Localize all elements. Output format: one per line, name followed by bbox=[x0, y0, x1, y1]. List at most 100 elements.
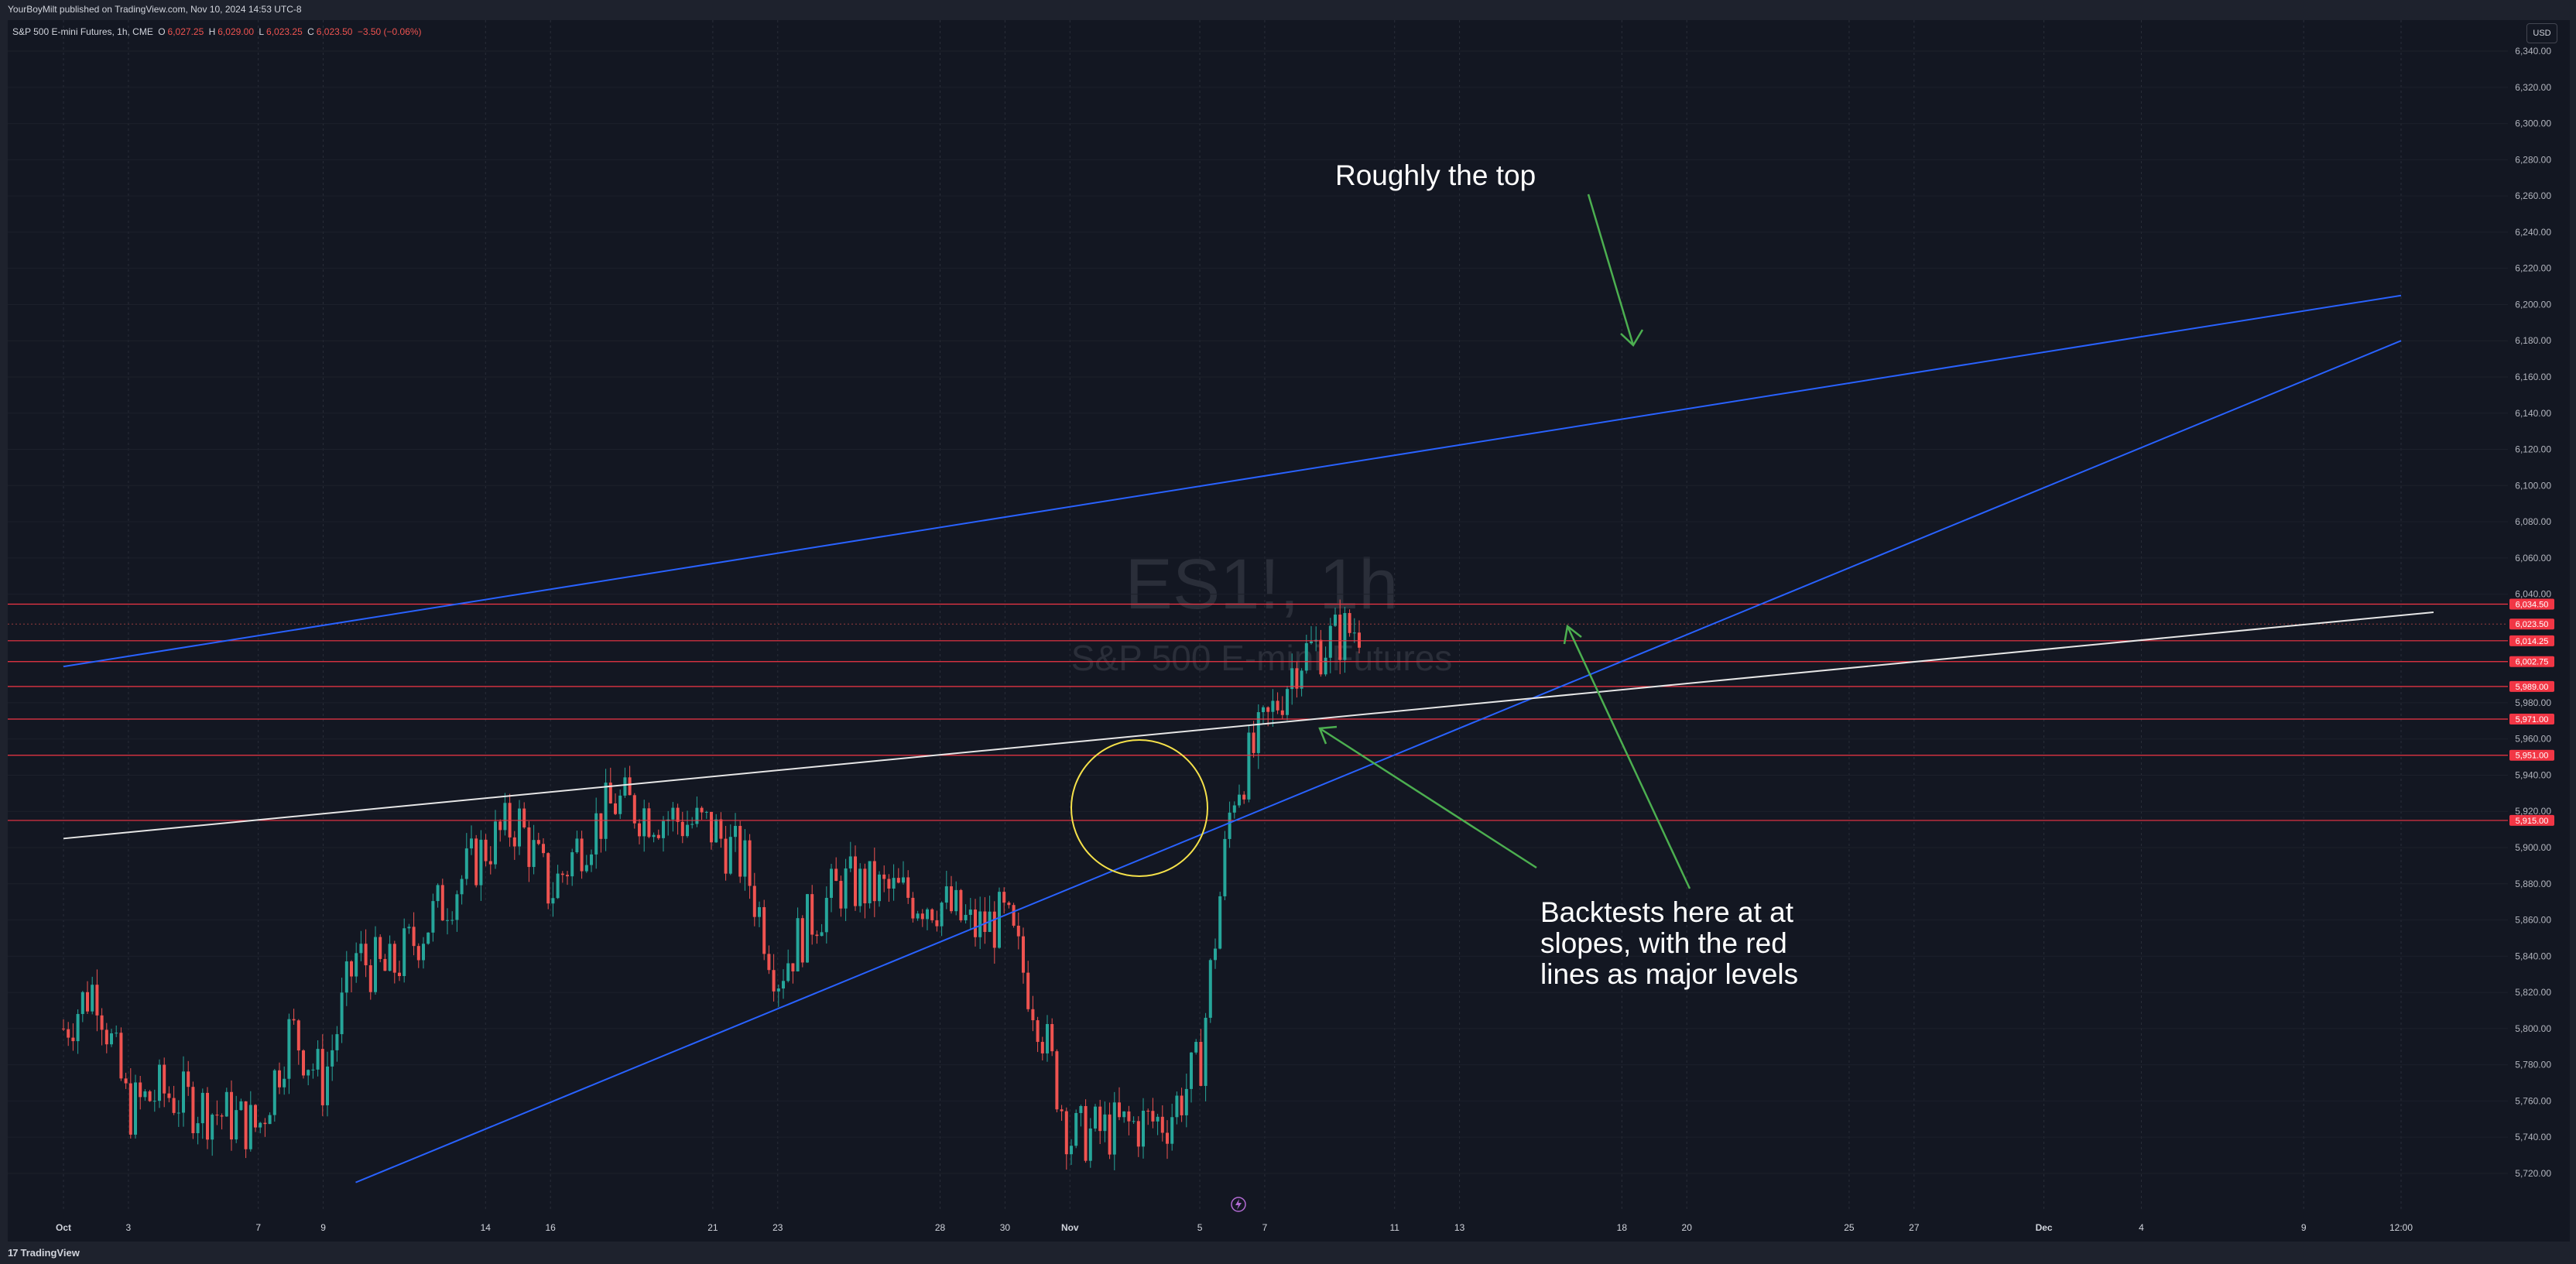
candle-body bbox=[134, 1082, 137, 1135]
candle-body bbox=[892, 878, 896, 889]
price-axis-label: 5,900.00 bbox=[2515, 842, 2551, 853]
top-bar: YourBoyMilt published on TradingView.com… bbox=[0, 0, 2576, 20]
candle-body bbox=[570, 852, 574, 877]
candle-body bbox=[392, 944, 396, 973]
candle-body bbox=[296, 1020, 300, 1051]
grid bbox=[8, 20, 2508, 1212]
candle-body bbox=[940, 903, 944, 927]
time-axis-label: 9 bbox=[320, 1222, 326, 1233]
candle-body bbox=[307, 1070, 310, 1076]
candle-body bbox=[355, 953, 358, 977]
candle-body bbox=[1016, 925, 1020, 937]
candle-body bbox=[1319, 639, 1323, 675]
candle-body bbox=[220, 1115, 224, 1117]
candle-body bbox=[647, 808, 651, 838]
price-axis[interactable]: 5,720.00 5,740.00 5,760.00 5,780.00 5,800.00… bbox=[2515, 46, 2551, 1179]
candle-body bbox=[263, 1122, 267, 1125]
time-axis-label: 16 bbox=[545, 1222, 556, 1233]
candle-body bbox=[527, 827, 531, 868]
candle-body bbox=[1352, 632, 1356, 634]
legend-symbol: S&P 500 E-mini Futures, 1h, CME bbox=[12, 26, 153, 37]
price-chart[interactable]: ES1!, 1h S&P 500 E-mini Futures 6,034.50… bbox=[8, 20, 2570, 1242]
candle-body bbox=[326, 1066, 329, 1105]
candle-body bbox=[316, 1049, 320, 1070]
candle-body bbox=[182, 1071, 185, 1113]
last-price-tag bbox=[2509, 618, 2554, 630]
candle-body bbox=[1036, 1020, 1040, 1043]
candle-body bbox=[1079, 1105, 1083, 1113]
price-axis-label: 5,720.00 bbox=[2515, 1168, 2551, 1179]
candle-body bbox=[743, 840, 747, 877]
time-axis[interactable]: Oct 3 7 9 14 16 21 23 28 30 Nov 5 7 11 13 18 20 25 27 Dec 4 9… bbox=[56, 1222, 2413, 1233]
candle-body bbox=[512, 837, 516, 847]
publish-info: YourBoyMilt published on TradingView.com… bbox=[8, 4, 302, 15]
price-axis-label: 6,080.00 bbox=[2515, 516, 2551, 527]
candle-body bbox=[383, 958, 387, 971]
candle-body bbox=[700, 807, 704, 813]
candle-body bbox=[1242, 794, 1246, 800]
lightning-icon[interactable] bbox=[1231, 1197, 1246, 1212]
candle-body bbox=[1238, 794, 1241, 806]
candle-body bbox=[235, 1110, 238, 1140]
candle-body bbox=[302, 1050, 305, 1076]
candle-body bbox=[1175, 1095, 1179, 1118]
candle-body bbox=[1252, 732, 1255, 753]
tradingview-logo[interactable]: 17 TradingView bbox=[8, 1247, 80, 1259]
candle-body bbox=[782, 981, 785, 989]
candle-body bbox=[820, 932, 824, 937]
candle-body bbox=[551, 898, 555, 904]
candle-body bbox=[124, 1078, 128, 1084]
price-axis-label: 6,320.00 bbox=[2515, 82, 2551, 93]
candle-body bbox=[335, 1034, 339, 1050]
annotation-bottom-line-1: Backtests here at at bbox=[1540, 896, 1794, 928]
candle-body bbox=[1218, 896, 1222, 949]
candle-body bbox=[1055, 1051, 1059, 1110]
candle-body bbox=[954, 889, 958, 912]
candle-body bbox=[287, 1019, 291, 1079]
chart-pane[interactable]: ES1!, 1h S&P 500 E-mini Futures 6,034.50… bbox=[8, 20, 2570, 1242]
candles bbox=[62, 599, 1361, 1170]
watermark-name: S&P 500 E-mini Futures bbox=[1071, 638, 1453, 678]
time-axis-label: 20 bbox=[1682, 1222, 1693, 1233]
candle-body bbox=[1156, 1116, 1160, 1122]
candle-body bbox=[1046, 1024, 1049, 1053]
price-axis-label: 5,760.00 bbox=[2515, 1095, 2551, 1106]
candle-body bbox=[494, 821, 497, 865]
candle-body bbox=[878, 874, 881, 902]
candle-body bbox=[848, 856, 852, 868]
candle-body bbox=[734, 826, 737, 838]
candle-body bbox=[422, 944, 425, 961]
annotation-bottom-line-3: lines as major levels bbox=[1540, 958, 1798, 990]
candle-body bbox=[1208, 960, 1212, 1018]
price-level-label: 6,034.50 bbox=[2516, 600, 2549, 609]
candle-body bbox=[695, 807, 699, 824]
symbol-legend: S&P 500 E-mini Futures, 1h, CME O 6,027.2… bbox=[12, 26, 424, 37]
price-level-tag bbox=[2509, 598, 2554, 610]
candle-body bbox=[590, 854, 593, 865]
candle-body bbox=[887, 879, 891, 889]
candle-body bbox=[344, 961, 348, 993]
candle-body bbox=[110, 1033, 113, 1045]
candle-body bbox=[810, 894, 814, 935]
candle-body bbox=[1098, 1106, 1102, 1132]
arrow-to-blue-line bbox=[1563, 624, 1691, 889]
candle-body bbox=[815, 934, 819, 937]
candle-body bbox=[1266, 707, 1270, 712]
candle-body bbox=[930, 909, 934, 920]
candle-body bbox=[1228, 812, 1231, 839]
price-axis-label: 6,200.00 bbox=[2515, 299, 2551, 310]
candle-body bbox=[1276, 701, 1279, 711]
candle-body bbox=[599, 813, 603, 839]
candle-body bbox=[872, 861, 876, 902]
trend-line-rising-support bbox=[355, 340, 2402, 1184]
time-axis-label: 30 bbox=[1000, 1222, 1011, 1233]
candle-body bbox=[1184, 1088, 1188, 1115]
candle-body bbox=[350, 961, 353, 977]
candle-body bbox=[1338, 615, 1342, 660]
price-axis-label: 5,780.00 bbox=[2515, 1060, 2551, 1070]
candle-body bbox=[1022, 936, 1025, 973]
candle-body bbox=[680, 821, 684, 837]
legend-close-label: C bbox=[307, 26, 314, 37]
candle-body bbox=[824, 897, 828, 933]
currency-button[interactable]: USD bbox=[2526, 23, 2557, 43]
